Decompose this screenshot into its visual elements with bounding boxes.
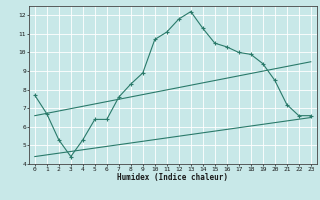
X-axis label: Humidex (Indice chaleur): Humidex (Indice chaleur) [117, 173, 228, 182]
